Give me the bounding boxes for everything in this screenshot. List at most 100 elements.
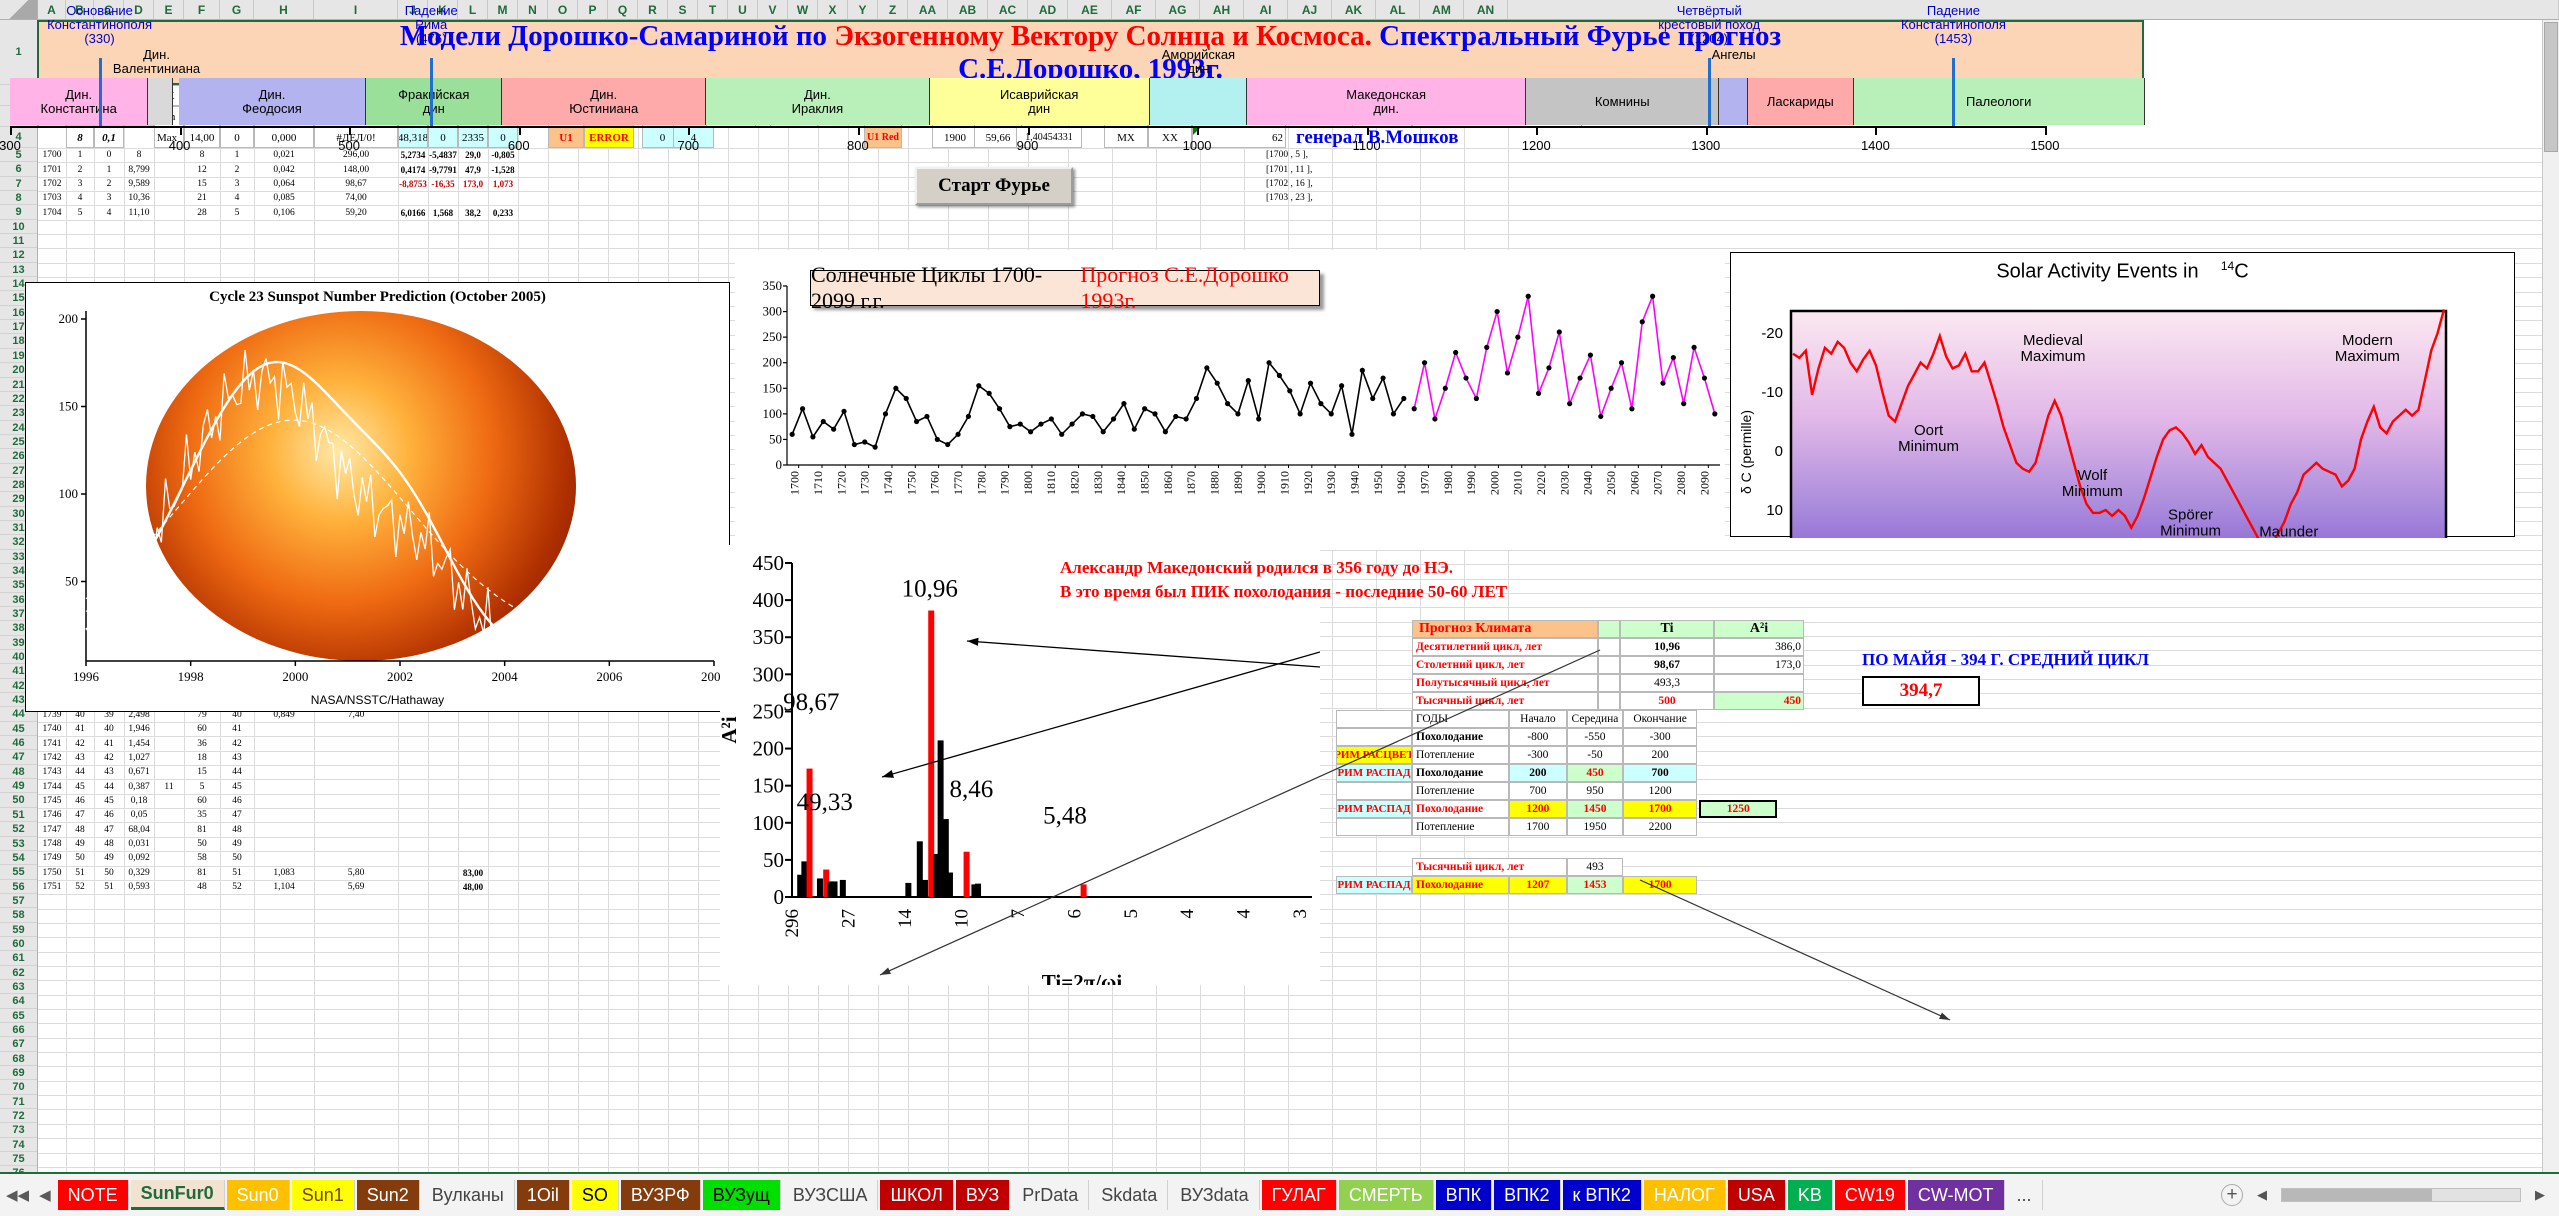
years-row-start[interactable]: -300: [1508, 746, 1568, 764]
table-cell[interactable]: 40: [75, 709, 85, 720]
row-header-47[interactable]: 47: [0, 750, 37, 765]
years-header-1[interactable]: Начало: [1508, 710, 1568, 728]
table-cell[interactable]: 51: [104, 882, 114, 893]
table-cell[interactable]: 15: [197, 178, 207, 189]
column-header-A[interactable]: A: [38, 0, 66, 19]
table-cell[interactable]: 46: [104, 810, 114, 821]
table-cell[interactable]: 50: [104, 867, 114, 878]
years-row-end[interactable]: 200: [1622, 746, 1698, 764]
table-cell[interactable]: 39: [104, 709, 114, 720]
row-header-11[interactable]: 11: [0, 234, 37, 249]
table-cell[interactable]: 51: [75, 867, 85, 878]
sheet-tab-налог[interactable]: НАЛОГ: [1643, 1180, 1726, 1210]
column-header-AD[interactable]: AD: [1028, 0, 1068, 19]
years-row-mid[interactable]: 1450: [1567, 800, 1623, 818]
row-header-27[interactable]: 27: [0, 464, 37, 478]
sheet-tab-вузущ[interactable]: ВУЗущ: [702, 1180, 781, 1210]
years-row-start[interactable]: 200: [1508, 764, 1568, 782]
table-cell[interactable]: 8: [136, 150, 142, 161]
row-header-40[interactable]: 40: [0, 650, 37, 665]
table-cell[interactable]: 1701: [42, 164, 62, 175]
table-cell[interactable]: 48: [104, 838, 114, 849]
table-cell[interactable]: 9,589: [128, 178, 150, 189]
row-header-70[interactable]: 70: [0, 1080, 37, 1095]
row-header-67[interactable]: 67: [0, 1037, 37, 1052]
table-cell[interactable]: 1742: [42, 752, 62, 763]
horizontal-scrollbar-thumb[interactable]: [2282, 1189, 2432, 1201]
table-cell[interactable]: 0,329: [128, 867, 150, 878]
years-row-name[interactable]: Похолодание: [1412, 800, 1509, 818]
second-start[interactable]: 1207: [1508, 876, 1568, 894]
row-header-62[interactable]: 62: [0, 966, 37, 980]
header-cell[interactable]: 14,00: [184, 127, 220, 148]
table-cell[interactable]: 41: [75, 724, 85, 735]
sheet-tab-sun1[interactable]: Sun1: [291, 1180, 355, 1210]
table-cell[interactable]: 41: [104, 738, 114, 749]
table-cell[interactable]: 0,031: [128, 838, 150, 849]
table-cell-coords[interactable]: [1700 , 5 ],: [1266, 150, 1308, 161]
table-cell[interactable]: 3: [234, 178, 240, 189]
table-cell[interactable]: 49: [75, 838, 85, 849]
table-cell[interactable]: 1743: [42, 767, 62, 778]
table-cell[interactable]: 1746: [42, 810, 62, 821]
column-header-F[interactable]: F: [184, 0, 220, 19]
second-end[interactable]: 1700: [1622, 876, 1698, 894]
forecast-row-A2[interactable]: 450: [1714, 692, 1804, 710]
table-cell[interactable]: 41: [232, 724, 242, 735]
row-header-50[interactable]: 50: [0, 793, 37, 808]
table-cell[interactable]: 74,00: [345, 193, 367, 204]
table-cell[interactable]: 1741: [42, 738, 62, 749]
row-header-45[interactable]: 45: [0, 722, 37, 737]
row-header-74[interactable]: 74: [0, 1138, 37, 1153]
column-header-AA[interactable]: AA: [908, 0, 948, 19]
table-cell[interactable]: 4: [77, 193, 83, 204]
sheet-tab-гулаг[interactable]: ГУЛАГ: [1261, 1180, 1337, 1210]
table-cell[interactable]: 148,00: [342, 164, 370, 175]
sheet-tab-sun2[interactable]: Sun2: [356, 1180, 420, 1210]
sheet-tab-вузрф[interactable]: ВУЗРФ: [620, 1180, 701, 1210]
table-cell[interactable]: 81: [197, 824, 207, 835]
select-all-corner[interactable]: [0, 0, 38, 19]
table-cell[interactable]: 0,671: [128, 767, 150, 778]
table-cell[interactable]: 3: [106, 193, 112, 204]
years-row-end[interactable]: 1200: [1622, 782, 1698, 800]
row-header-17[interactable]: 17: [0, 320, 37, 335]
table-cell[interactable]: 44: [232, 767, 242, 778]
sheet-tab-bar[interactable]: ◀◀ ◀ NOTE SunFur0 Sun0 Sun1 Sun2 Вулканы 1Oil S…: [0, 1172, 2559, 1216]
table-cell[interactable]: -9,7791: [429, 164, 457, 175]
sheet-tabs[interactable]: NOTE SunFur0 Sun0 Sun1 Sun2 Вулканы 1Oil SO ВУЗР…: [57, 1180, 2044, 1210]
forecast-row-T[interactable]: 10,96: [1620, 638, 1714, 656]
row-header-71[interactable]: 71: [0, 1095, 37, 1110]
row-header-8[interactable]: 8: [0, 191, 37, 206]
table-cell[interactable]: 1740: [42, 724, 62, 735]
table-cell[interactable]: 0,106: [273, 207, 295, 218]
sheet-tab-вулканы[interactable]: Вулканы: [422, 1180, 515, 1210]
table-cell[interactable]: 49: [104, 853, 114, 864]
column-header-U[interactable]: U: [728, 0, 758, 19]
table-cell[interactable]: 2: [106, 178, 112, 189]
years-row-start[interactable]: 1200: [1508, 800, 1568, 818]
column-header-E[interactable]: E: [154, 0, 184, 19]
maya-value-cell[interactable]: 394,7: [1862, 676, 1980, 706]
header-cell[interactable]: 2335: [458, 127, 488, 148]
table-cell[interactable]: 6,0166: [400, 207, 426, 218]
table-cell[interactable]: 1,083: [273, 867, 295, 878]
row-header-69[interactable]: 69: [0, 1066, 37, 1081]
table-cell[interactable]: 51: [232, 867, 242, 878]
row-header-4[interactable]: 4: [0, 127, 37, 148]
row-header-37[interactable]: 37: [0, 607, 37, 622]
table-cell[interactable]: 0,021: [273, 150, 295, 161]
table-cell[interactable]: 42: [75, 738, 85, 749]
years-row-mid[interactable]: 950: [1567, 782, 1623, 800]
start-fourier-button[interactable]: Старт Фурье: [915, 167, 1073, 205]
row-header-63[interactable]: 63: [0, 980, 37, 995]
row-header-48[interactable]: 48: [0, 765, 37, 780]
row-header-51[interactable]: 51: [0, 808, 37, 823]
table-cell[interactable]: 1,104: [273, 882, 295, 893]
table-cell[interactable]: 15: [197, 767, 207, 778]
sheet-tab-смерть[interactable]: СМЕРТЬ: [1338, 1180, 1434, 1210]
years-row-name[interactable]: Похолодание: [1412, 764, 1509, 782]
header-cell[interactable]: 0: [220, 127, 254, 148]
years-row-mid[interactable]: 1950: [1567, 818, 1623, 836]
second-title[interactable]: Тысячный цикл, лет: [1412, 858, 1568, 876]
